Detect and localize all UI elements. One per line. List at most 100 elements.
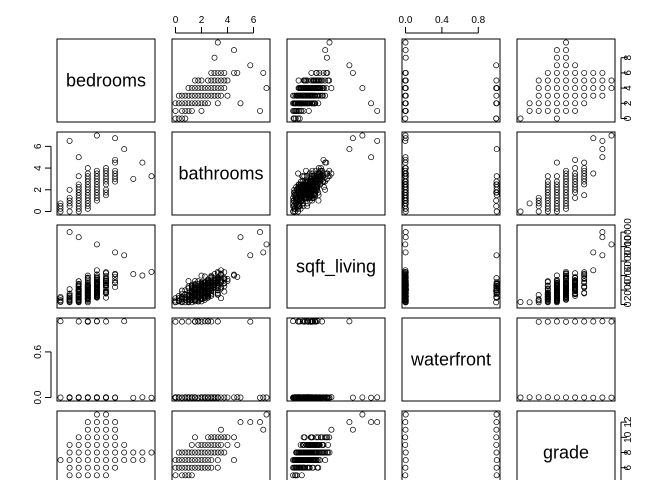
data-point [402,279,409,286]
data-point [231,69,237,76]
data-point [290,92,297,99]
data-point [205,441,211,448]
data-point [208,457,215,464]
data-point [237,419,244,426]
data-point [198,285,205,292]
data-point [185,278,192,285]
data-point [103,449,109,456]
data-point [544,181,551,188]
data-point [93,287,100,294]
data-point [66,229,73,236]
data-point [493,411,500,418]
data-point [208,449,215,456]
data-point [205,457,211,464]
data-point [553,85,560,92]
data-point [526,299,533,306]
data-point [544,69,551,76]
data-point [211,434,218,441]
data-point [544,318,551,325]
data-point [295,107,302,114]
data-point [260,69,267,76]
data-point [313,170,320,177]
data-point [553,159,560,166]
variable-label: sqft_living [296,257,376,278]
data-point [599,85,606,92]
data-point [599,318,606,325]
data-point [306,85,313,92]
data-point [211,54,218,61]
tick-label: 2 [199,15,205,26]
data-point [321,434,328,441]
data-point [231,47,237,54]
data-point [103,434,109,441]
data-point [247,419,254,426]
data-point [66,286,73,293]
data-point [292,472,299,479]
data-point [84,296,91,303]
data-point [257,394,263,401]
data-point [84,284,91,291]
data-point [195,318,202,325]
data-point [93,411,100,418]
tick-label: 4 [33,165,44,171]
tick-label: 10000 [623,218,634,246]
data-point [493,441,500,448]
data-point [544,205,551,212]
data-point [581,280,588,286]
data-point [493,192,500,199]
data-point [297,457,304,464]
data-point [493,294,500,301]
data-point [198,464,205,471]
data-point [608,85,615,92]
data-point [493,181,500,188]
data-point [198,272,205,279]
data-point [572,292,579,299]
data-point [402,203,409,210]
data-point [185,457,192,464]
data-point [201,92,208,99]
data-point [318,165,324,172]
data-point [198,100,205,107]
data-point [402,249,409,256]
data-point [247,318,254,325]
data-point [402,289,409,296]
data-point [295,181,302,188]
data-point [234,273,241,280]
data-point [563,205,569,212]
data-point [139,394,146,401]
data-point [402,268,409,275]
data-point [57,299,64,305]
data-point [312,449,319,456]
data-point [179,296,185,303]
data-point [208,464,215,471]
data-point [66,203,73,210]
data-point [581,77,588,84]
data-point [493,100,500,107]
data-point [208,441,215,448]
data-point [75,154,82,161]
data-point [172,107,179,114]
data-point [231,457,237,464]
data-point [214,441,221,448]
data-point [553,69,560,76]
data-point [224,92,231,99]
data-point [84,281,91,288]
data-point [553,292,560,298]
data-point [214,464,221,471]
data-point [493,449,500,456]
data-point [214,394,221,401]
data-point [103,318,109,325]
data-point [188,297,195,304]
data-point [298,107,305,114]
panel-frame [56,38,156,123]
data-point [257,229,263,236]
data-point [563,296,569,303]
data-point [325,441,331,448]
data-point [544,197,551,204]
data-point [172,100,179,107]
data-point [599,252,606,259]
data-point [112,178,119,185]
data-point [75,291,82,298]
data-point [553,285,560,292]
data-point [66,137,73,144]
